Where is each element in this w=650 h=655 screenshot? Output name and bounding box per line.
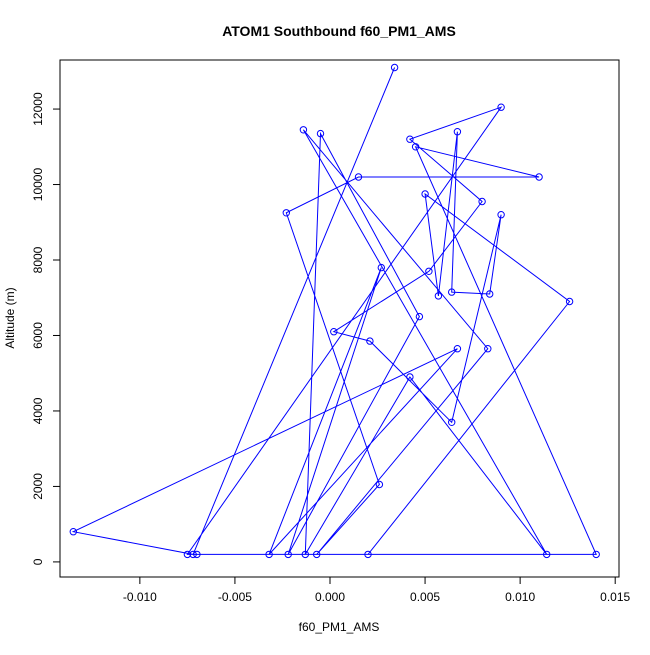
data-point bbox=[390, 63, 399, 72]
x-axis-title: f60_PM1_AMS bbox=[299, 620, 380, 634]
data-point bbox=[453, 345, 462, 353]
data-point bbox=[183, 550, 192, 559]
y-tick-label: 0 bbox=[31, 558, 45, 565]
y-tick-label: 10000 bbox=[31, 168, 45, 202]
data-point bbox=[421, 190, 429, 198]
data-point bbox=[299, 126, 308, 134]
data-point bbox=[415, 312, 424, 321]
data-point bbox=[565, 297, 574, 306]
data-point bbox=[69, 528, 78, 536]
data-point bbox=[366, 337, 374, 345]
data-point bbox=[364, 550, 372, 559]
x-tick-label: 0.010 bbox=[505, 590, 535, 604]
data-point bbox=[354, 173, 363, 181]
y-tick-label: 6000 bbox=[31, 322, 45, 349]
data-point bbox=[189, 550, 197, 559]
y-tick-label: 2000 bbox=[31, 473, 45, 500]
chart-title: ATOM1 Southbound f60_PM1_AMS bbox=[222, 23, 456, 39]
y-axis: 0 2000 4000 6000 8000 10000 12000 bbox=[31, 92, 61, 565]
data-point bbox=[265, 550, 273, 559]
y-tick-label: 8000 bbox=[31, 246, 45, 273]
y-axis-title: Altitude (m) bbox=[3, 287, 17, 348]
data-point bbox=[497, 211, 505, 219]
data-point bbox=[301, 550, 309, 559]
data-point bbox=[448, 288, 456, 296]
data-point bbox=[411, 143, 420, 151]
data-point bbox=[313, 550, 321, 559]
x-tick-label: -0.005 bbox=[218, 590, 252, 604]
x-tick-label: 0.015 bbox=[600, 590, 630, 604]
x-tick-label: 0.000 bbox=[315, 590, 345, 604]
data-point bbox=[316, 129, 325, 138]
data-point bbox=[453, 128, 462, 136]
data-point bbox=[406, 135, 414, 143]
y-tick-label: 12000 bbox=[31, 92, 45, 126]
data-point bbox=[193, 550, 201, 559]
data-point bbox=[486, 290, 494, 298]
data-point bbox=[535, 173, 543, 181]
data-point bbox=[425, 267, 433, 275]
data-point bbox=[330, 328, 338, 336]
data-point bbox=[284, 550, 292, 559]
data-point bbox=[478, 197, 486, 206]
series-line bbox=[71, 67, 597, 555]
data-point bbox=[282, 209, 290, 217]
data-point bbox=[434, 292, 443, 300]
y-tick-label: 4000 bbox=[31, 397, 45, 424]
data-point bbox=[406, 373, 414, 381]
x-axis: -0.010 -0.005 0.000 0.005 0.010 0.015 bbox=[123, 576, 631, 604]
data-point bbox=[448, 418, 456, 426]
data-point bbox=[543, 550, 551, 559]
data-point bbox=[497, 103, 505, 111]
data-point bbox=[592, 550, 600, 559]
series-layer bbox=[69, 63, 600, 559]
data-point bbox=[484, 345, 492, 353]
x-tick-label: 0.005 bbox=[410, 590, 440, 604]
data-point bbox=[377, 263, 385, 272]
x-tick-label: -0.010 bbox=[123, 590, 157, 604]
data-point bbox=[375, 480, 384, 489]
